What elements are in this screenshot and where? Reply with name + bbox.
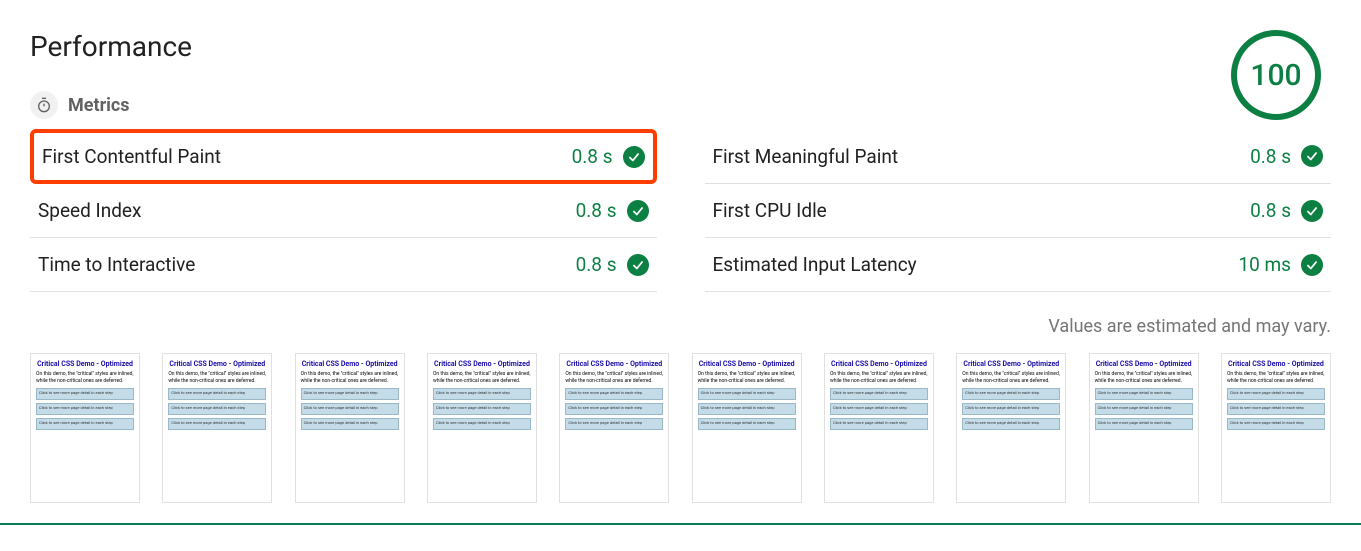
thumb-title: Critical CSS Demo - Optimized bbox=[962, 360, 1060, 369]
thumb-block: Click to see more page detail in each st… bbox=[301, 388, 399, 400]
thumb-title: Critical CSS Demo - Optimized bbox=[433, 360, 531, 369]
page-title: Performance bbox=[30, 30, 1231, 63]
stopwatch-icon bbox=[30, 91, 58, 119]
thumb-block: Click to see more page detail in each st… bbox=[698, 418, 796, 430]
metric-row[interactable]: Speed Index 0.8 s bbox=[30, 184, 657, 238]
metric-name: First Meaningful Paint bbox=[713, 145, 899, 168]
thumb-block: Click to see more page detail in each st… bbox=[1095, 388, 1193, 400]
thumb-title: Critical CSS Demo - Optimized bbox=[698, 360, 796, 369]
check-icon bbox=[1301, 200, 1323, 222]
metric-value: 0.8 s bbox=[576, 199, 617, 222]
metrics-section-label: Metrics bbox=[68, 95, 130, 116]
metric-name: First CPU Idle bbox=[713, 199, 827, 222]
thumb-block: Click to see more page detail in each st… bbox=[36, 388, 134, 400]
thumb-block: Click to see more page detail in each st… bbox=[168, 403, 266, 415]
filmstrip-thumb[interactable]: Critical CSS Demo - Optimized On this dem… bbox=[162, 353, 272, 503]
metric-row[interactable]: First CPU Idle 0.8 s bbox=[705, 184, 1332, 238]
metric-row[interactable]: Estimated Input Latency 10 ms bbox=[705, 238, 1332, 292]
thumb-desc: On this demo, the "critical" styles are … bbox=[962, 371, 1060, 384]
thumb-desc: On this demo, the "critical" styles are … bbox=[698, 371, 796, 384]
thumb-block: Click to see more page detail in each st… bbox=[830, 418, 928, 430]
thumb-desc: On this demo, the "critical" styles are … bbox=[36, 371, 134, 384]
thumb-block: Click to see more page detail in each st… bbox=[433, 403, 531, 415]
thumb-block: Click to see more page detail in each st… bbox=[565, 403, 663, 415]
thumb-block: Click to see more page detail in each st… bbox=[1095, 403, 1193, 415]
filmstrip-thumb[interactable]: Critical CSS Demo - Optimized On this dem… bbox=[1221, 353, 1331, 503]
filmstrip: Critical CSS Demo - Optimized On this dem… bbox=[30, 353, 1331, 503]
thumb-desc: On this demo, the "critical" styles are … bbox=[433, 371, 531, 384]
thumb-block: Click to see more page detail in each st… bbox=[698, 403, 796, 415]
filmstrip-thumb[interactable]: Critical CSS Demo - Optimized On this dem… bbox=[692, 353, 802, 503]
metric-value-wrap: 10 ms bbox=[1238, 253, 1323, 276]
metric-row[interactable]: Time to Interactive 0.8 s bbox=[30, 238, 657, 292]
thumb-title: Critical CSS Demo - Optimized bbox=[36, 360, 134, 369]
filmstrip-thumb[interactable]: Critical CSS Demo - Optimized On this dem… bbox=[30, 353, 140, 503]
metric-value-wrap: 0.8 s bbox=[1250, 145, 1323, 168]
metric-name: Speed Index bbox=[38, 199, 141, 222]
metric-value-wrap: 0.8 s bbox=[572, 145, 645, 168]
metric-row[interactable]: First Meaningful Paint 0.8 s bbox=[705, 129, 1332, 184]
thumb-desc: On this demo, the "critical" styles are … bbox=[301, 371, 399, 384]
thumb-block: Click to see more page detail in each st… bbox=[301, 418, 399, 430]
thumb-desc: On this demo, the "critical" styles are … bbox=[565, 371, 663, 384]
filmstrip-thumb[interactable]: Critical CSS Demo - Optimized On this dem… bbox=[427, 353, 537, 503]
check-icon bbox=[1301, 145, 1323, 167]
thumb-block: Click to see more page detail in each st… bbox=[433, 418, 531, 430]
thumb-block: Click to see more page detail in each st… bbox=[1095, 418, 1193, 430]
thumb-block: Click to see more page detail in each st… bbox=[830, 388, 928, 400]
performance-score-gauge: 100 bbox=[1231, 30, 1321, 120]
filmstrip-thumb[interactable]: Critical CSS Demo - Optimized On this dem… bbox=[824, 353, 934, 503]
thumb-block: Click to see more page detail in each st… bbox=[433, 388, 531, 400]
metric-value-wrap: 0.8 s bbox=[1250, 199, 1323, 222]
check-icon bbox=[1301, 254, 1323, 276]
thumb-block: Click to see more page detail in each st… bbox=[565, 418, 663, 430]
metrics-grid: First Contentful Paint0.8 sFirst Meaning… bbox=[30, 129, 1331, 292]
thumb-block: Click to see more page detail in each st… bbox=[168, 418, 266, 430]
thumb-block: Click to see more page detail in each st… bbox=[301, 403, 399, 415]
thumb-title: Critical CSS Demo - Optimized bbox=[301, 360, 399, 369]
metric-row[interactable]: First Contentful Paint 0.8 s bbox=[30, 129, 657, 184]
check-icon bbox=[627, 200, 649, 222]
thumb-block: Click to see more page detail in each st… bbox=[962, 388, 1060, 400]
thumb-title: Critical CSS Demo - Optimized bbox=[168, 360, 266, 369]
thumb-block: Click to see more page detail in each st… bbox=[962, 418, 1060, 430]
check-icon bbox=[623, 146, 645, 168]
metric-value: 0.8 s bbox=[1250, 145, 1291, 168]
metric-value: 0.8 s bbox=[576, 253, 617, 276]
metric-value-wrap: 0.8 s bbox=[576, 199, 649, 222]
estimate-note: Values are estimated and may vary. bbox=[30, 316, 1331, 337]
metric-name: Estimated Input Latency bbox=[713, 253, 917, 276]
thumb-block: Click to see more page detail in each st… bbox=[36, 403, 134, 415]
thumb-block: Click to see more page detail in each st… bbox=[168, 388, 266, 400]
filmstrip-thumb[interactable]: Critical CSS Demo - Optimized On this dem… bbox=[559, 353, 669, 503]
metric-value-wrap: 0.8 s bbox=[576, 253, 649, 276]
metric-value: 0.8 s bbox=[572, 145, 613, 168]
thumb-block: Click to see more page detail in each st… bbox=[1227, 388, 1325, 400]
thumb-desc: On this demo, the "critical" styles are … bbox=[168, 371, 266, 384]
thumb-title: Critical CSS Demo - Optimized bbox=[1095, 360, 1193, 369]
thumb-block: Click to see more page detail in each st… bbox=[830, 403, 928, 415]
metrics-header: Metrics bbox=[30, 91, 1231, 119]
performance-score-value: 100 bbox=[1250, 58, 1301, 93]
filmstrip-thumb[interactable]: Critical CSS Demo - Optimized On this dem… bbox=[1089, 353, 1199, 503]
metric-value: 0.8 s bbox=[1250, 199, 1291, 222]
check-icon bbox=[627, 254, 649, 276]
metric-name: First Contentful Paint bbox=[42, 145, 221, 168]
metric-value: 10 ms bbox=[1238, 253, 1291, 276]
thumb-block: Click to see more page detail in each st… bbox=[698, 388, 796, 400]
thumb-desc: On this demo, the "critical" styles are … bbox=[1227, 371, 1325, 384]
thumb-desc: On this demo, the "critical" styles are … bbox=[830, 371, 928, 384]
thumb-title: Critical CSS Demo - Optimized bbox=[830, 360, 928, 369]
thumb-block: Click to see more page detail in each st… bbox=[962, 403, 1060, 415]
filmstrip-thumb[interactable]: Critical CSS Demo - Optimized On this dem… bbox=[956, 353, 1066, 503]
thumb-block: Click to see more page detail in each st… bbox=[36, 418, 134, 430]
metric-name: Time to Interactive bbox=[38, 253, 195, 276]
filmstrip-thumb[interactable]: Critical CSS Demo - Optimized On this dem… bbox=[295, 353, 405, 503]
thumb-desc: On this demo, the "critical" styles are … bbox=[1095, 371, 1193, 384]
thumb-block: Click to see more page detail in each st… bbox=[1227, 418, 1325, 430]
thumb-block: Click to see more page detail in each st… bbox=[565, 388, 663, 400]
thumb-block: Click to see more page detail in each st… bbox=[1227, 403, 1325, 415]
thumb-title: Critical CSS Demo - Optimized bbox=[565, 360, 663, 369]
thumb-title: Critical CSS Demo - Optimized bbox=[1227, 360, 1325, 369]
